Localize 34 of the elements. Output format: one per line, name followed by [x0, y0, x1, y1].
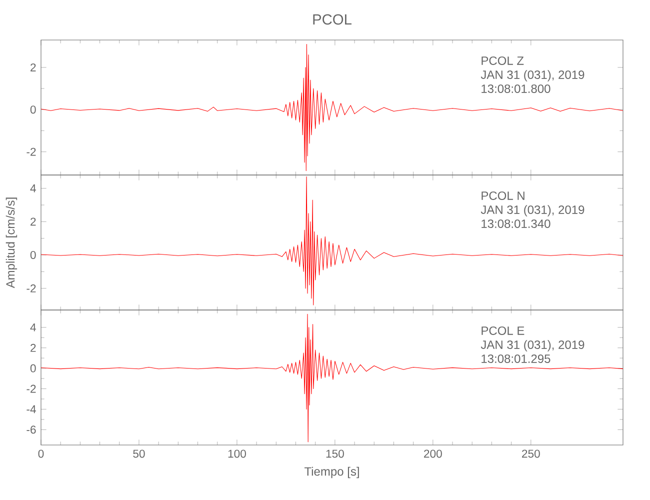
y-tick-label: -2 — [26, 384, 36, 393]
x-tick-label: 50 — [133, 450, 145, 458]
y-tick-label: -6 — [26, 426, 36, 434]
y-tick-label: -4 — [26, 405, 36, 414]
x-tick-label: 250 — [522, 450, 540, 458]
annotation: 13:08:01.340 — [482, 219, 550, 228]
annotation: JAN 31 (031), 2019 — [480, 70, 584, 82]
y-tick-label: 0 — [30, 364, 36, 372]
annotation: 13:08:01.800 — [482, 84, 550, 93]
x-tick-label: 0 — [38, 450, 44, 458]
x-axis-title: Tiempo [s] — [304, 466, 359, 478]
x-tick-label: 150 — [326, 450, 344, 458]
y-tick-label: 4 — [30, 184, 36, 192]
annotation: PCOL E — [482, 326, 524, 335]
line-series — [41, 176, 624, 306]
line-series — [41, 314, 624, 442]
y-tick-label: 0 — [30, 106, 36, 114]
y-tick-label: 2 — [30, 63, 36, 72]
y-tick-label: 2 — [30, 344, 36, 352]
y-tick-label: -2 — [26, 284, 36, 292]
x-tick-label: 100 — [228, 450, 246, 458]
y-axis-title: Amplitud [cm/s/s] — [6, 198, 18, 288]
y-tick-label: 4 — [30, 323, 36, 332]
x-tick-label: 200 — [424, 450, 442, 458]
y-tick-label: 0 — [30, 250, 36, 260]
y-tick-label: -2 — [26, 148, 36, 156]
annotation: PCOL N — [482, 191, 524, 200]
line-series — [41, 44, 624, 172]
chart-title: PCOL — [313, 14, 352, 25]
annotation: JAN 31 (031), 2019 — [480, 205, 584, 216]
y-tick-label: 2 — [30, 218, 36, 226]
annotation: PCOL Z — [482, 56, 524, 65]
annotation: JAN 31 (031), 2019 — [480, 340, 584, 352]
annotation: 13:08:01.295 — [482, 354, 550, 363]
